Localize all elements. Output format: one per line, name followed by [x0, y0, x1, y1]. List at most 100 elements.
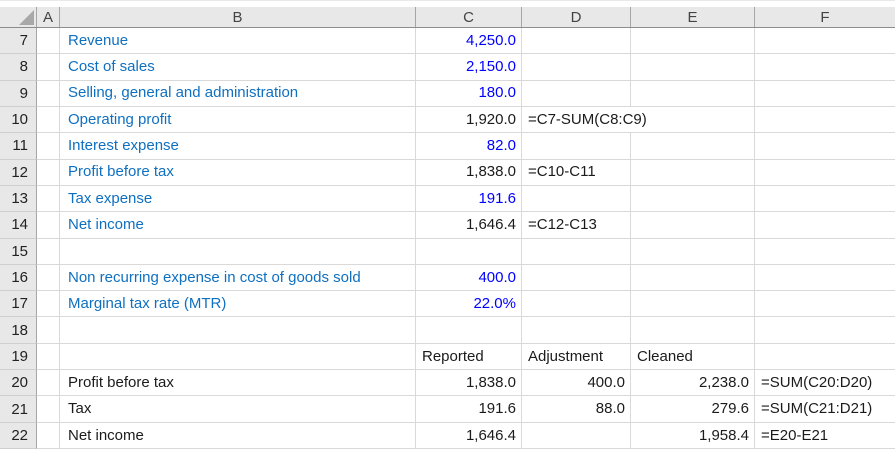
cell-B12[interactable]: Profit before tax: [60, 159, 416, 186]
column-header-A[interactable]: A: [37, 7, 60, 27]
cell-C20[interactable]: 1,838.0: [416, 370, 522, 397]
cell-B15[interactable]: [60, 238, 416, 265]
cell-C7[interactable]: 4,250.0: [416, 28, 522, 55]
cell-E18[interactable]: [631, 317, 755, 344]
cell-F8[interactable]: [755, 54, 895, 81]
cell-C16[interactable]: 400.0: [416, 264, 522, 292]
cell-E17[interactable]: [631, 291, 755, 318]
cell-C19-header-reported[interactable]: Reported: [416, 343, 522, 371]
cell-C10[interactable]: 1,920.0: [416, 106, 522, 134]
cell-C17[interactable]: 22.0%: [416, 291, 522, 318]
cell-A7[interactable]: [37, 28, 60, 55]
cell-A9[interactable]: [37, 80, 60, 107]
cell-E20[interactable]: 2,238.0: [631, 370, 755, 397]
cell-B20[interactable]: Profit before tax: [60, 370, 416, 397]
cell-E8[interactable]: [631, 54, 755, 81]
row-header-9[interactable]: 9: [0, 80, 37, 107]
column-header-E[interactable]: E: [631, 7, 755, 27]
cell-C9[interactable]: 180.0: [416, 80, 522, 107]
cell-A13[interactable]: [37, 185, 60, 213]
cell-A17[interactable]: [37, 291, 60, 318]
cell-D11[interactable]: [522, 133, 631, 160]
cell-E13[interactable]: [631, 185, 755, 213]
cell-F7[interactable]: [755, 28, 895, 55]
cell-D21[interactable]: 88.0: [522, 396, 631, 423]
cell-A19[interactable]: [37, 343, 60, 371]
row-header-17[interactable]: 17: [0, 291, 37, 318]
cell-C15[interactable]: [416, 238, 522, 265]
cell-A21[interactable]: [37, 396, 60, 423]
cell-E9[interactable]: [631, 80, 755, 107]
cell-F18[interactable]: [755, 317, 895, 344]
cell-F10[interactable]: [755, 107, 895, 134]
cell-F15[interactable]: [755, 239, 895, 265]
cell-F16[interactable]: [755, 265, 895, 292]
row-header-11[interactable]: 11: [0, 133, 37, 160]
cell-D12-formula[interactable]: =C10-C11: [522, 159, 631, 186]
row-header-21[interactable]: 21: [0, 396, 37, 423]
row-header-16[interactable]: 16: [0, 264, 37, 292]
cell-F9[interactable]: [755, 81, 895, 107]
cell-C21[interactable]: 191.6: [416, 396, 522, 423]
cell-D10-formula[interactable]: =C7-SUM(C8:C9): [522, 107, 647, 134]
cell-D18[interactable]: [522, 317, 631, 344]
cell-C12[interactable]: 1,838.0: [416, 159, 522, 186]
cell-B7[interactable]: Revenue: [60, 28, 416, 55]
cell-D14-formula[interactable]: =C12-C13: [522, 212, 631, 239]
cell-B10[interactable]: Operating profit: [60, 106, 416, 134]
row-header-15[interactable]: 15: [0, 238, 37, 265]
cell-E16[interactable]: [631, 264, 755, 292]
cell-C11[interactable]: 82.0: [416, 133, 522, 160]
cell-C8[interactable]: 2,150.0: [416, 54, 522, 81]
cell-C14[interactable]: 1,646.4: [416, 212, 522, 239]
column-header-C[interactable]: C: [416, 7, 522, 27]
cell-D9[interactable]: [522, 80, 631, 107]
column-header-F[interactable]: F: [820, 8, 830, 26]
row-header-7[interactable]: 7: [0, 28, 37, 55]
cell-D19-header-adjustment[interactable]: Adjustment: [522, 343, 631, 371]
column-header-B[interactable]: B: [60, 7, 416, 27]
cell-A14[interactable]: [37, 212, 60, 239]
cell-F12[interactable]: [755, 160, 895, 186]
cell-E12[interactable]: [631, 159, 755, 186]
row-header-14[interactable]: 14: [0, 212, 37, 239]
cell-D7[interactable]: [522, 28, 631, 55]
cell-A18[interactable]: [37, 317, 60, 344]
cell-A12[interactable]: [37, 159, 60, 186]
cell-A20[interactable]: [37, 370, 60, 397]
cell-F19[interactable]: [755, 344, 895, 371]
row-header-13[interactable]: 13: [0, 185, 37, 213]
cell-F17[interactable]: [755, 291, 895, 318]
cell-F13[interactable]: [755, 186, 895, 213]
cell-A8[interactable]: [37, 54, 60, 81]
row-header-19[interactable]: 19: [0, 343, 37, 371]
cell-D22[interactable]: [522, 422, 631, 449]
cell-A16[interactable]: [37, 264, 60, 292]
cell-B19[interactable]: [60, 343, 416, 371]
cell-D20[interactable]: 400.0: [522, 370, 631, 397]
cell-C18[interactable]: [416, 317, 522, 344]
cell-F22-formula[interactable]: =E20-E21: [755, 423, 895, 449]
row-header-10[interactable]: 10: [0, 106, 37, 134]
cell-F20-formula[interactable]: =SUM(C20:D20): [755, 370, 895, 397]
cell-E11[interactable]: [631, 133, 755, 160]
cell-B18[interactable]: [60, 317, 416, 344]
cell-A10[interactable]: [37, 106, 60, 134]
cell-D8[interactable]: [522, 54, 631, 81]
cell-D17[interactable]: [522, 291, 631, 318]
row-header-12[interactable]: 12: [0, 159, 37, 186]
cell-D16[interactable]: [522, 264, 631, 292]
cell-C13[interactable]: 191.6: [416, 185, 522, 213]
cell-B8[interactable]: Cost of sales: [60, 54, 416, 81]
column-header-D[interactable]: D: [522, 7, 631, 27]
cell-F11[interactable]: [755, 133, 895, 160]
cell-A15[interactable]: [37, 238, 60, 265]
cell-C22[interactable]: 1,646.4: [416, 422, 522, 449]
cell-B11[interactable]: Interest expense: [60, 133, 416, 160]
cell-B17[interactable]: Marginal tax rate (MTR): [60, 291, 416, 318]
cell-A22[interactable]: [37, 422, 60, 449]
cell-F21-formula[interactable]: =SUM(C21:D21): [755, 396, 895, 423]
cell-B9[interactable]: Selling, general and administration: [60, 80, 416, 107]
cell-B21[interactable]: Tax: [60, 396, 416, 423]
cell-E15[interactable]: [631, 238, 755, 265]
